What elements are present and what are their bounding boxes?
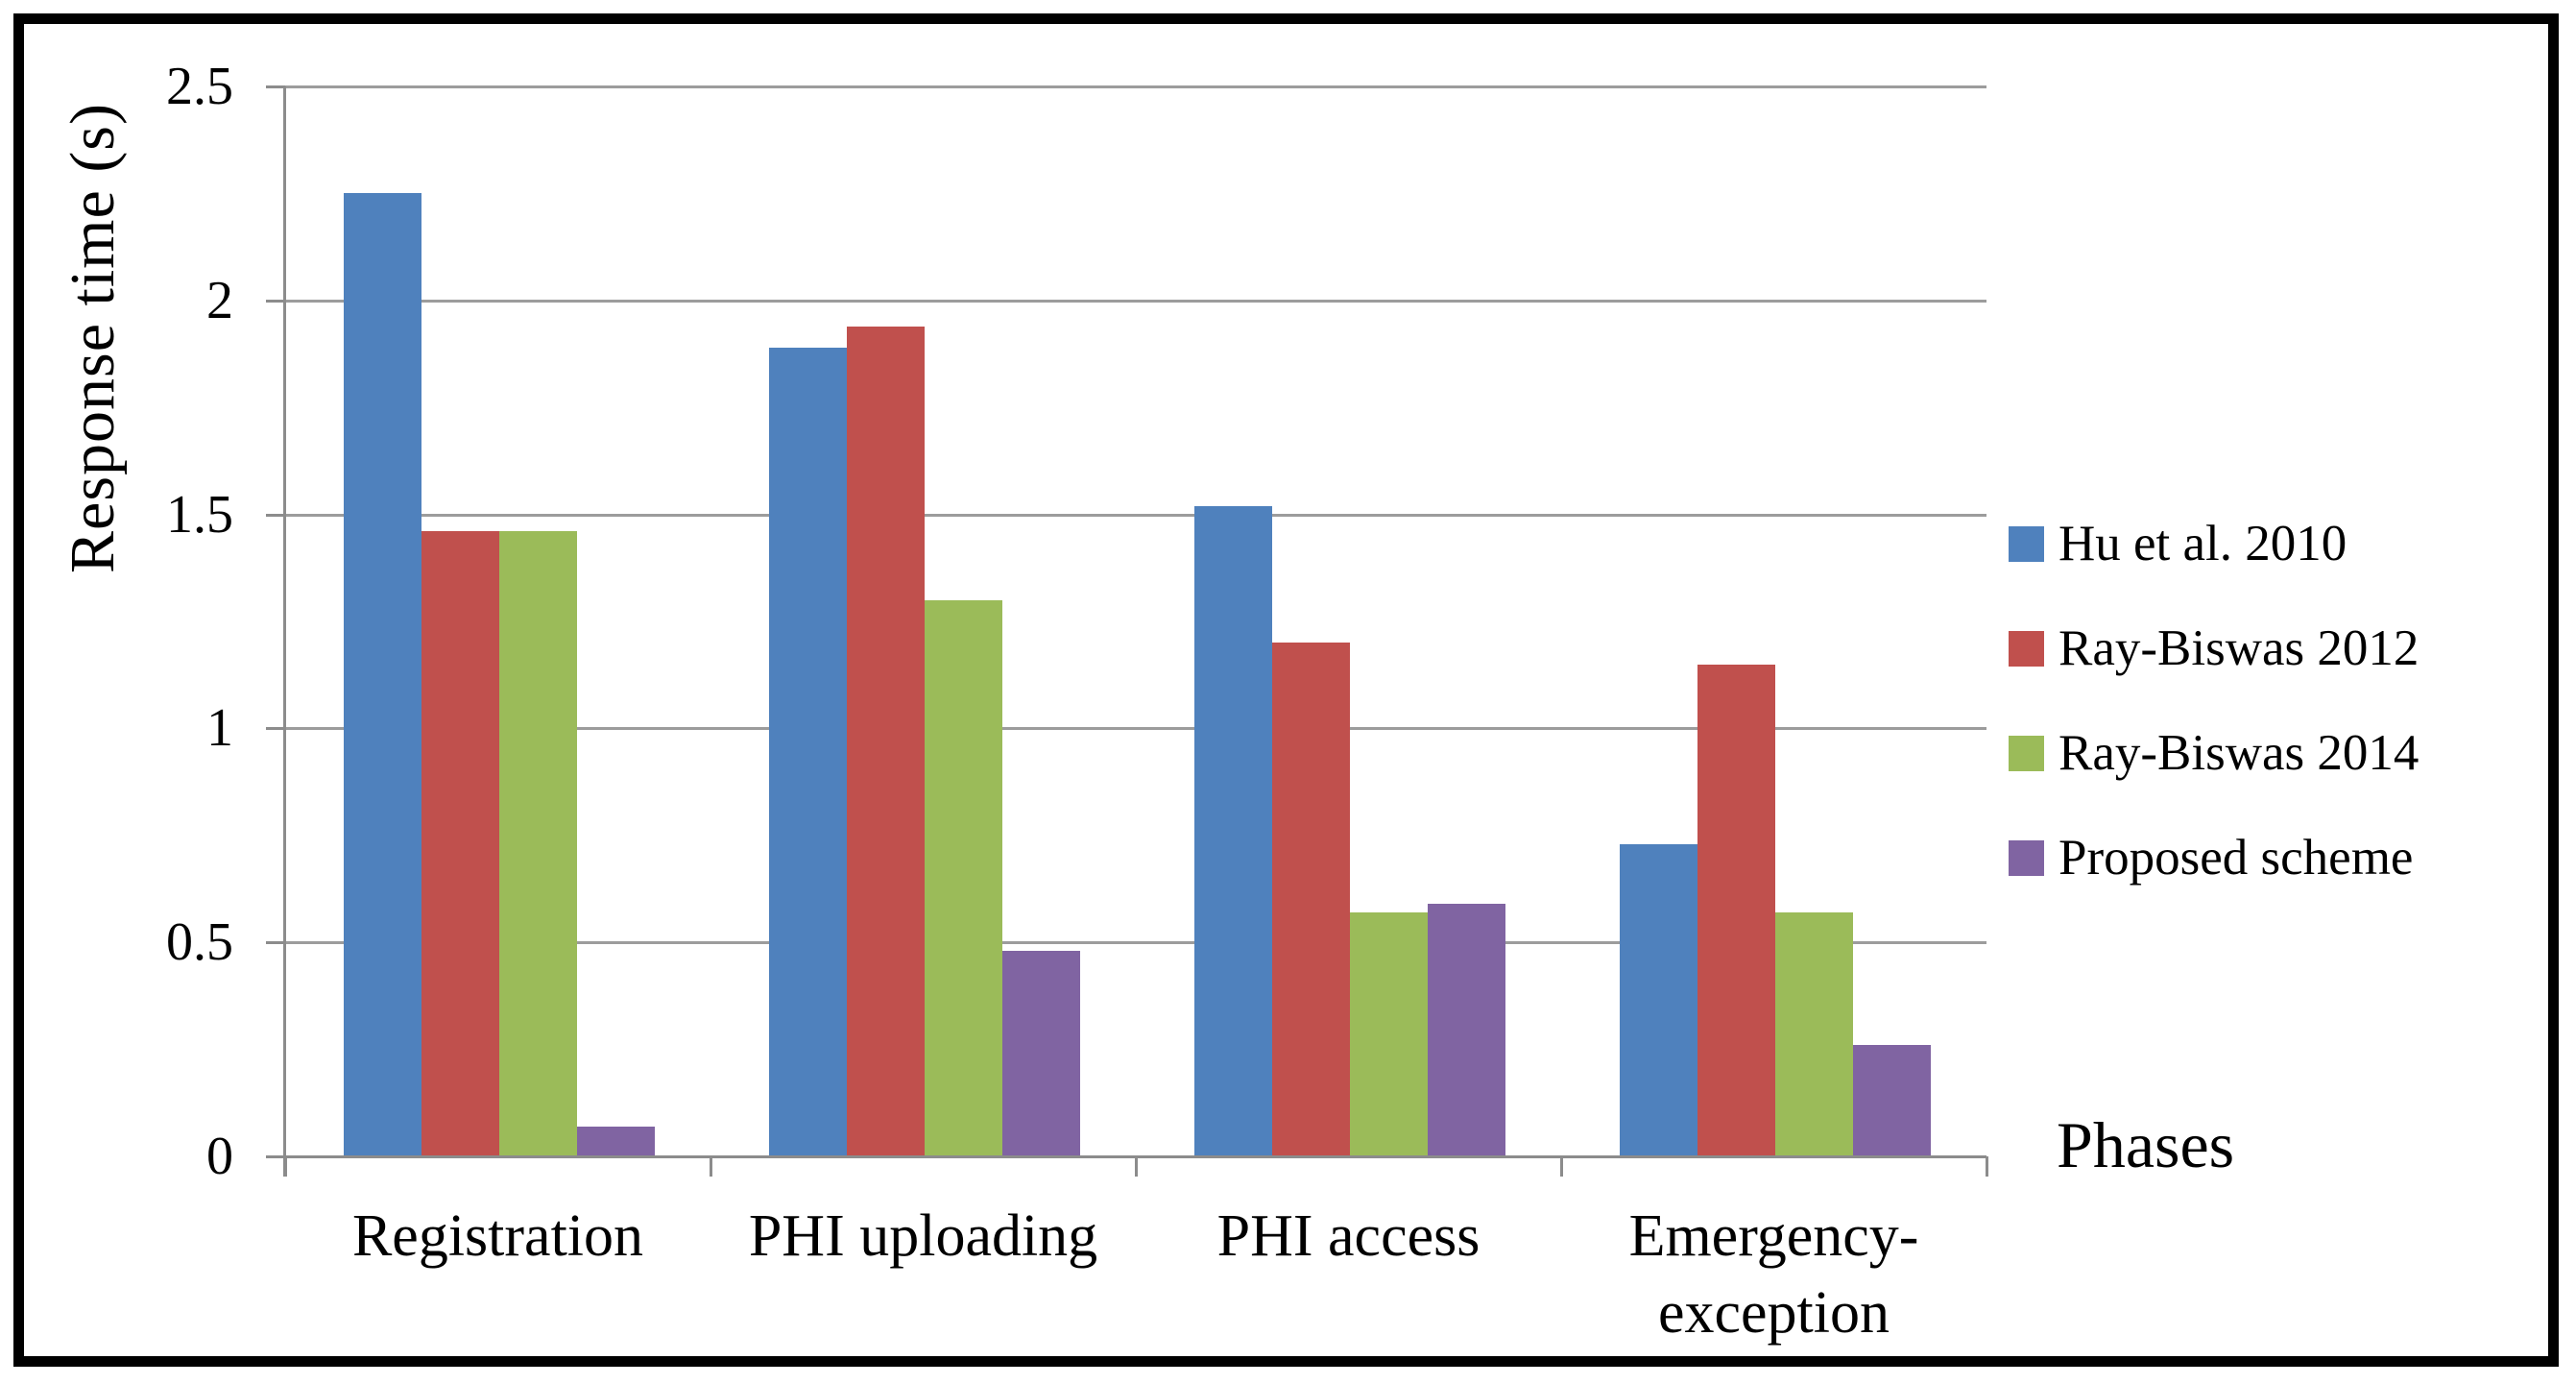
y-gridline xyxy=(285,299,1986,303)
y-tick-mark xyxy=(266,85,285,88)
y-tick-label: 2.5 xyxy=(166,57,233,116)
legend-swatch-proposed-scheme xyxy=(2009,840,2044,876)
category-label-emergency-exception: Emergency-exception xyxy=(1628,1203,1919,1346)
bar-proposed-scheme-emergency-exception xyxy=(1853,1045,1931,1156)
bar-proposed-scheme-phi-uploading xyxy=(1002,951,1080,1156)
x-tick-mark xyxy=(284,1156,287,1177)
bar-hu-et-al-2010-registration xyxy=(344,193,421,1156)
y-axis-line xyxy=(283,86,286,1177)
y-tick-mark xyxy=(266,1155,285,1158)
y-tick-label: 1.5 xyxy=(166,484,233,545)
y-tick-label: 0 xyxy=(206,1127,233,1186)
legend-label: Hu et al. 2010 xyxy=(2058,516,2347,571)
category-label-registration: Registration xyxy=(351,1203,644,1269)
category-label-phi-uploading: PHI uploading xyxy=(748,1203,1098,1269)
bar-ray-biswas-2012-phi-access xyxy=(1272,643,1350,1156)
legend-swatch-hu-et-al-2010 xyxy=(2009,526,2044,562)
category-label-phi-access: PHI access xyxy=(1216,1203,1481,1269)
x-tick-mark xyxy=(710,1156,712,1177)
bar-proposed-scheme-registration xyxy=(577,1127,655,1156)
x-tick-mark xyxy=(1135,1156,1138,1177)
y-gridline xyxy=(285,85,1986,88)
legend-item-hu-et-al-2010: Hu et al. 2010 xyxy=(2009,519,2347,570)
legend-label: Ray-Biswas 2014 xyxy=(2058,725,2420,781)
y-tick-mark xyxy=(266,941,285,945)
bar-ray-biswas-2012-phi-uploading xyxy=(847,327,925,1156)
bar-proposed-scheme-phi-access xyxy=(1428,904,1505,1156)
bar-hu-et-al-2010-phi-access xyxy=(1194,506,1272,1156)
bar-ray-biswas-2014-phi-uploading xyxy=(925,600,1002,1156)
legend-item-proposed-scheme: Proposed scheme xyxy=(2009,833,2413,884)
bar-ray-biswas-2014-registration xyxy=(499,531,577,1156)
y-tick-mark xyxy=(266,513,285,517)
x-tick-mark xyxy=(1560,1156,1563,1177)
bar-ray-biswas-2012-emergency-exception xyxy=(1697,665,1775,1156)
x-axis-line xyxy=(266,1155,1986,1158)
legend-label: Proposed scheme xyxy=(2058,830,2414,886)
bar-ray-biswas-2014-phi-access xyxy=(1350,912,1428,1156)
y-tick-mark xyxy=(266,727,285,731)
bar-hu-et-al-2010-phi-uploading xyxy=(769,348,847,1156)
y-gridline xyxy=(285,513,1986,517)
bar-hu-et-al-2010-emergency-exception xyxy=(1620,844,1697,1156)
y-axis-title: Response time (s) xyxy=(58,103,128,573)
legend-item-ray-biswas-2014: Ray-Biswas 2014 xyxy=(2009,728,2419,779)
x-tick-mark xyxy=(1986,1156,1988,1177)
legend-item-ray-biswas-2012: Ray-Biswas 2012 xyxy=(2009,623,2419,674)
bar-ray-biswas-2012-registration xyxy=(421,531,499,1156)
y-gridline xyxy=(285,941,1986,945)
bar-ray-biswas-2014-emergency-exception xyxy=(1775,912,1853,1156)
legend-swatch-ray-biswas-2014 xyxy=(2009,736,2044,771)
legend-swatch-ray-biswas-2012 xyxy=(2009,631,2044,667)
x-axis-title: Phases xyxy=(2057,1108,2235,1181)
y-tick-label: 1 xyxy=(206,698,233,759)
y-tick-mark xyxy=(266,299,285,303)
y-tick-label: 2 xyxy=(206,270,233,330)
y-gridline xyxy=(285,727,1986,731)
legend-label: Ray-Biswas 2012 xyxy=(2058,620,2420,676)
y-tick-label: 0.5 xyxy=(166,912,233,973)
